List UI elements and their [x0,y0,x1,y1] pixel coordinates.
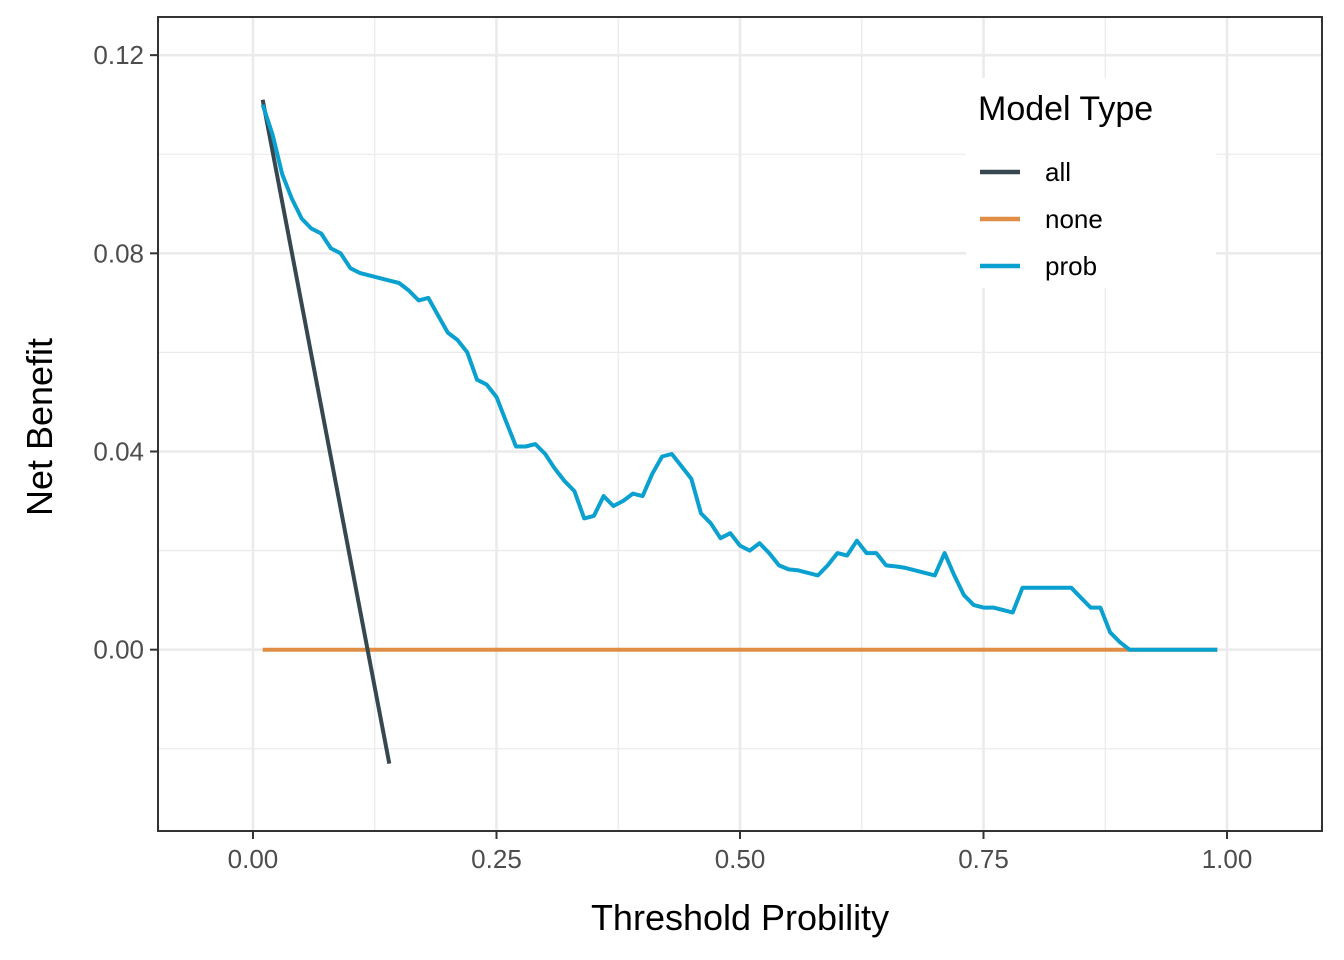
y-tick-label: 0.04 [93,436,144,466]
legend-label-prob: prob [1045,251,1097,281]
y-tick-label: 0.08 [93,238,144,268]
y-tick-label: 0.12 [93,40,144,70]
x-axis: 0.00 0.25 0.50 0.75 1.00 [228,831,1253,874]
x-tick-label: 0.50 [715,844,766,874]
x-tick-label: 1.00 [1202,844,1253,874]
y-axis-title: Net Benefit [19,338,60,516]
y-tick-label: 0.00 [93,635,144,665]
x-tick-label: 0.75 [958,844,1009,874]
x-tick-label: 0.00 [228,844,279,874]
legend-title: Model Type [978,90,1153,128]
legend-items: all none prob [980,157,1103,281]
series-layer [260,99,1218,764]
x-tick-label: 0.25 [471,844,522,874]
series-line-all [260,99,392,764]
legend: Model Type all none prob [966,78,1216,288]
legend-label-all: all [1045,157,1071,187]
y-axis: 0.00 0.04 0.08 0.12 [93,40,158,665]
x-axis-title: Threshold Probility [591,897,889,938]
legend-label-none: none [1045,204,1103,234]
legend-background [966,78,1216,288]
series-line-prob [260,104,1218,652]
